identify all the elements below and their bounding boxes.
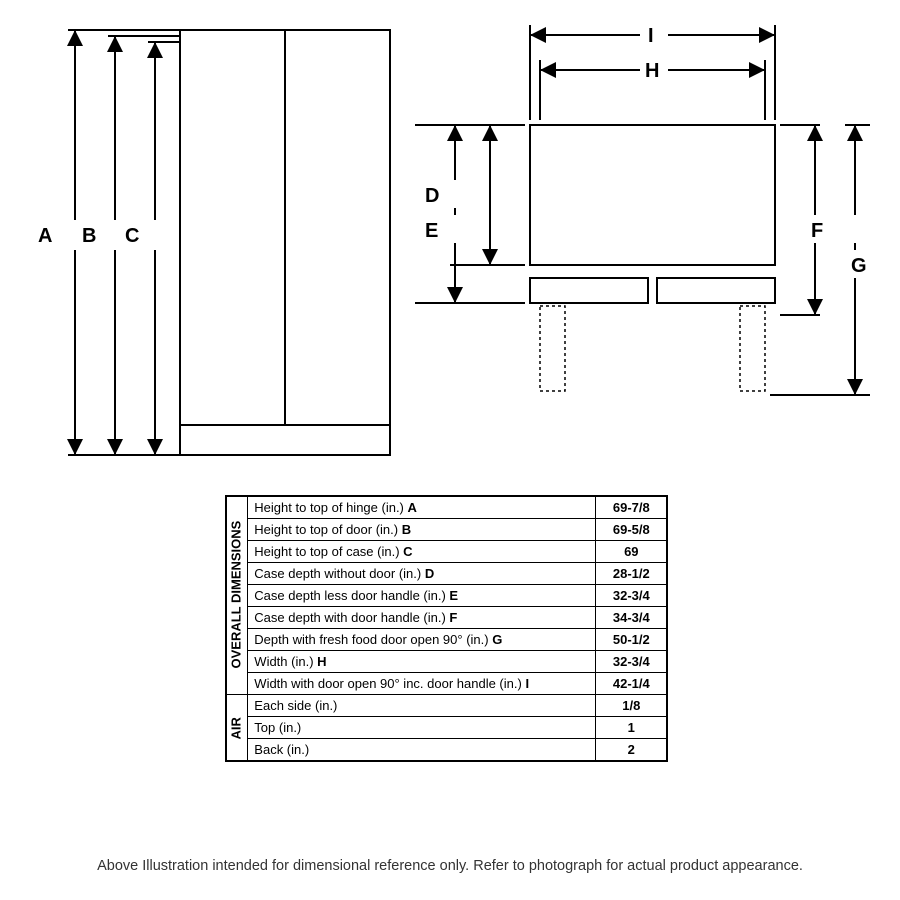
value-cell: 69-7/8	[596, 496, 668, 519]
value-cell: 1/8	[596, 695, 668, 717]
table-row: Top (in.)1	[226, 717, 667, 739]
desc-cell: Height to top of case (in.) C	[248, 541, 596, 563]
label-B: B	[82, 225, 96, 247]
value-cell: 69-5/8	[596, 519, 668, 541]
desc-cell: Height to top of door (in.) B	[248, 519, 596, 541]
desc-cell: Each side (in.)	[248, 695, 596, 717]
label-D: D	[425, 185, 439, 207]
label-A: A	[38, 225, 52, 247]
footnote-text: Above Illustration intended for dimensio…	[30, 858, 870, 874]
top-view-diagram: I H D E F G	[415, 10, 875, 430]
label-C: C	[125, 225, 139, 247]
table-row: Case depth with door handle (in.) F34-3/…	[226, 607, 667, 629]
desc-cell: Back (in.)	[248, 739, 596, 762]
desc-cell: Case depth less door handle (in.) E	[248, 585, 596, 607]
value-cell: 1	[596, 717, 668, 739]
value-cell: 69	[596, 541, 668, 563]
label-H: H	[645, 60, 659, 82]
desc-cell: Case depth without door (in.) D	[248, 563, 596, 585]
value-cell: 28-1/2	[596, 563, 668, 585]
table-row: Height to top of case (in.) C69	[226, 541, 667, 563]
table-row: Width with door open 90° inc. door handl…	[226, 673, 667, 695]
desc-cell: Case depth with door handle (in.) F	[248, 607, 596, 629]
section-header: AIR	[226, 695, 248, 762]
table-row: AIREach side (in.)1/8	[226, 695, 667, 717]
desc-cell: Top (in.)	[248, 717, 596, 739]
front-view-diagram: A B C	[30, 10, 430, 480]
table-row: OVERALL DIMENSIONSHeight to top of hinge…	[226, 496, 667, 519]
desc-cell: Width with door open 90° inc. door handl…	[248, 673, 596, 695]
table-row: Depth with fresh food door open 90° (in.…	[226, 629, 667, 651]
table-row: Width (in.) H32-3/4	[226, 651, 667, 673]
label-I: I	[648, 25, 654, 47]
value-cell: 2	[596, 739, 668, 762]
value-cell: 32-3/4	[596, 651, 668, 673]
table-row: Height to top of door (in.) B69-5/8	[226, 519, 667, 541]
table-row: Back (in.)2	[226, 739, 667, 762]
value-cell: 32-3/4	[596, 585, 668, 607]
desc-cell: Width (in.) H	[248, 651, 596, 673]
label-G: G	[851, 255, 867, 277]
dimensions-table: OVERALL DIMENSIONSHeight to top of hinge…	[225, 495, 668, 762]
value-cell: 34-3/4	[596, 607, 668, 629]
value-cell: 42-1/4	[596, 673, 668, 695]
desc-cell: Depth with fresh food door open 90° (in.…	[248, 629, 596, 651]
section-header: OVERALL DIMENSIONS	[226, 496, 248, 695]
value-cell: 50-1/2	[596, 629, 668, 651]
table-row: Case depth less door handle (in.) E32-3/…	[226, 585, 667, 607]
desc-cell: Height to top of hinge (in.) A	[248, 496, 596, 519]
label-F: F	[811, 220, 823, 242]
table-row: Case depth without door (in.) D28-1/2	[226, 563, 667, 585]
label-E: E	[425, 220, 438, 242]
